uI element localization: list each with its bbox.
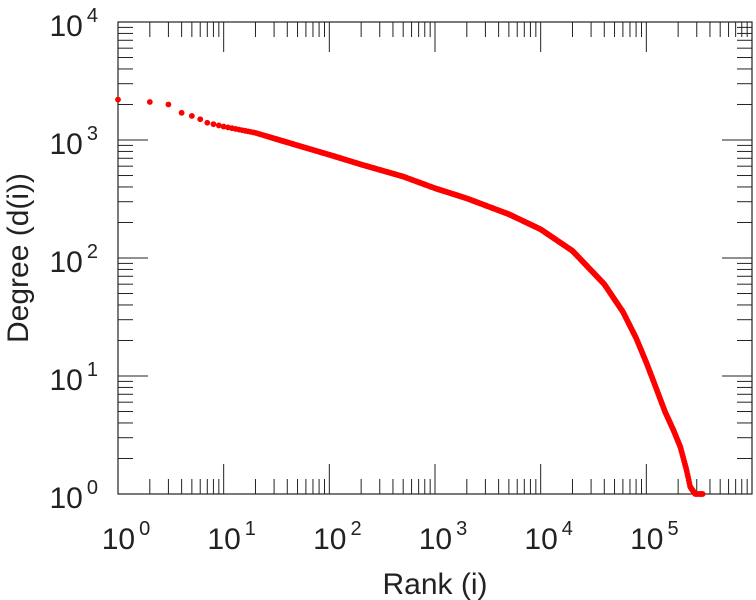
x-tick-label-base: 10 <box>207 523 240 556</box>
x-tick-label-exponent: 5 <box>667 518 678 540</box>
x-tick-label-exponent: 4 <box>562 518 573 540</box>
y-tick-label-base: 10 <box>50 128 83 161</box>
tick-labels: 10 0 10 1 10 2 10 3 10 4 10 510 010 110 210 310 4 <box>50 5 679 556</box>
y-tick-label: 10 1 <box>50 359 99 397</box>
x-tick-label-exponent: 3 <box>456 518 467 540</box>
x-tick-label-base: 10 <box>630 523 663 556</box>
data-point <box>210 121 217 128</box>
data-point <box>178 109 185 116</box>
x-tick-label: 10 0 <box>102 518 151 556</box>
y-tick-label-base: 10 <box>50 246 83 279</box>
y-axis-label: Degree (d(i)) <box>2 173 35 343</box>
y-tick-label: 10 0 <box>50 477 99 515</box>
data-point <box>220 123 227 130</box>
x-tick-label-base: 10 <box>313 523 346 556</box>
y-tick-label: 10 3 <box>50 123 99 161</box>
data-point <box>699 491 706 497</box>
y-tick-label-exponent: 1 <box>87 359 98 381</box>
data-point <box>115 96 121 103</box>
y-tick-label-base: 10 <box>50 364 83 397</box>
x-tick-label-exponent: 0 <box>139 518 150 540</box>
x-tick-label: 10 3 <box>419 518 468 556</box>
y-tick-label-exponent: 4 <box>87 5 98 27</box>
y-tick-label-exponent: 0 <box>87 477 98 499</box>
y-tick-label: 10 4 <box>50 5 99 43</box>
x-tick-label: 10 4 <box>524 518 573 556</box>
y-tick-label-exponent: 2 <box>87 241 98 263</box>
x-tick-label-base: 10 <box>102 523 135 556</box>
y-tick-label-base: 10 <box>50 482 83 515</box>
data-point <box>165 101 172 108</box>
data-point <box>188 113 195 119</box>
data-point <box>204 119 211 126</box>
axis-ticks <box>117 22 752 495</box>
x-tick-label: 10 1 <box>207 518 256 556</box>
x-tick-label-base: 10 <box>419 523 452 556</box>
data-point <box>146 99 153 105</box>
x-tick-label-exponent: 2 <box>350 518 361 540</box>
plot-frame <box>117 21 753 495</box>
y-tick-label-exponent: 3 <box>87 123 98 145</box>
x-tick-label: 10 5 <box>630 518 679 556</box>
x-tick-label-exponent: 1 <box>245 518 256 540</box>
data-point <box>215 122 222 129</box>
y-tick-label-base: 10 <box>50 10 83 43</box>
data-points <box>115 96 706 497</box>
x-tick-label: 10 2 <box>313 518 362 556</box>
y-tick-label: 10 2 <box>50 241 99 279</box>
data-point <box>197 116 204 123</box>
x-tick-label-base: 10 <box>524 523 557 556</box>
x-axis-label: Rank (i) <box>382 568 487 600</box>
